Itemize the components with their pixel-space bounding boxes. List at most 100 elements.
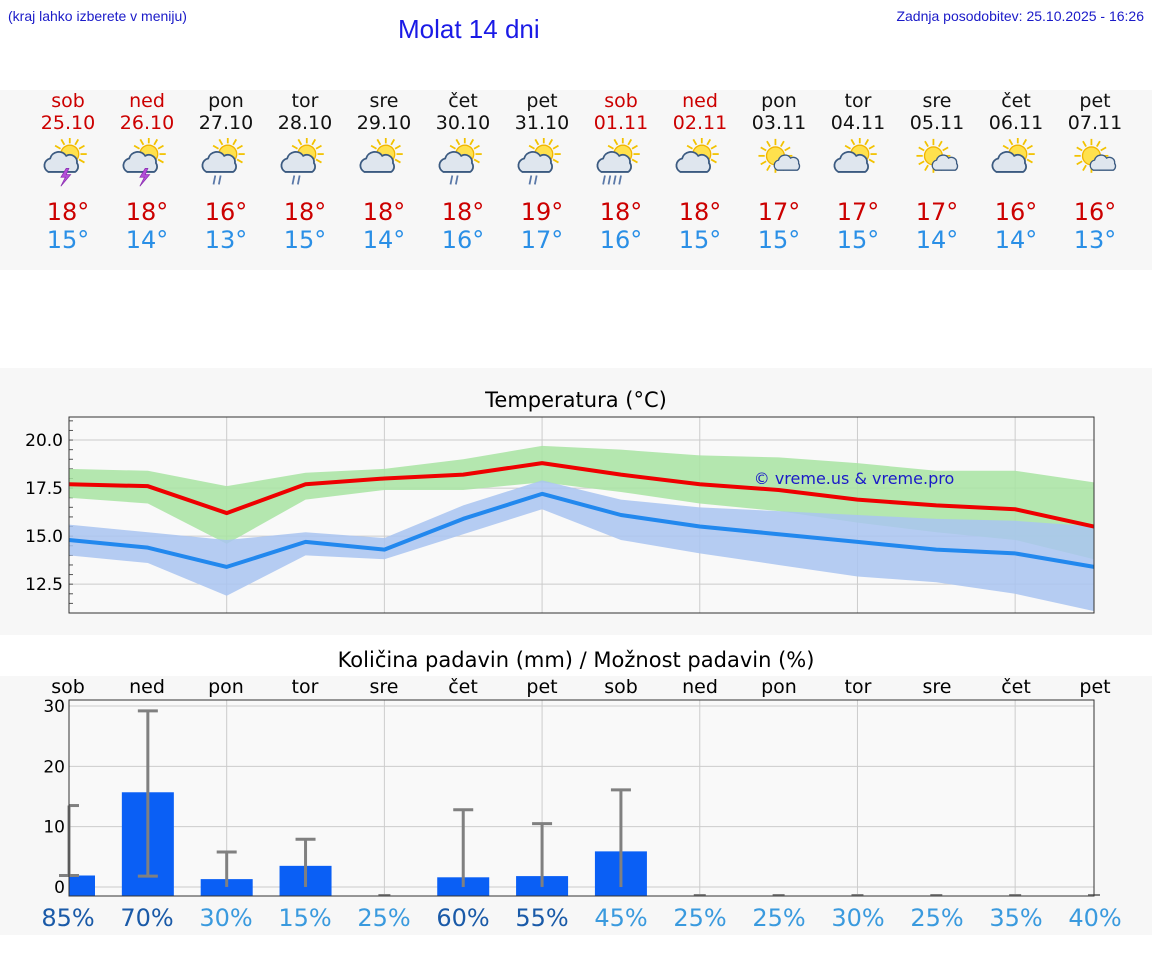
temp-min: 13°: [204, 226, 248, 254]
day-date: 02.11: [672, 112, 728, 134]
forecast-band: [0, 90, 1152, 270]
precip-bar: [200, 879, 253, 896]
precip-day-label: sre: [369, 676, 399, 698]
precip-probability: 60%: [436, 904, 490, 932]
precipitation-chart: 30 20 10 0: [43, 697, 1100, 898]
precip-probability: 25%: [357, 904, 411, 932]
sun-cloud-icon: [833, 138, 877, 173]
day-date: 03.11: [751, 112, 807, 134]
precip-day-label: sob: [604, 676, 638, 698]
day-name: tor: [291, 90, 319, 112]
day-name: pet: [1079, 90, 1111, 112]
sun-cloud-thunder-icon: [43, 138, 87, 187]
sun-cloud-icon: [359, 138, 403, 173]
temp-max: 16°: [994, 198, 1038, 226]
temp-min: 15°: [678, 226, 722, 254]
day-name: pon: [761, 90, 797, 112]
temp-max: 18°: [46, 198, 90, 226]
location-hint: (kraj lahko izberete v meniju): [8, 8, 187, 24]
precip-day-label: čet: [448, 676, 478, 698]
sun-cloud-rain-icon: [517, 138, 561, 185]
day-date: 27.10: [198, 112, 254, 134]
temp-max: 16°: [204, 198, 248, 226]
precip-day-label: ned: [682, 676, 718, 698]
sun-small-cloud-icon: [1074, 138, 1117, 173]
precip-probability: 40%: [1068, 904, 1122, 932]
precip-probability: 25%: [910, 904, 964, 932]
temperature-title: Temperatura (°C): [485, 388, 667, 412]
temp-max: 18°: [125, 198, 169, 226]
day-date: 30.10: [435, 112, 491, 134]
precip-probability: 45%: [594, 904, 648, 932]
y-tick-label: 17.5: [25, 479, 63, 499]
max-temp-band: [69, 445, 1094, 560]
temp-max: 18°: [599, 198, 643, 226]
precip-probability: 35%: [989, 904, 1043, 932]
day-date: 31.10: [514, 112, 570, 134]
temp-max: 18°: [362, 198, 406, 226]
precip-day-label: tor: [291, 676, 319, 698]
temp-min: 15°: [836, 226, 880, 254]
watermark: © vreme.us & vreme.pro: [754, 469, 955, 488]
temp-min: 14°: [994, 226, 1038, 254]
day-date: 29.10: [356, 112, 412, 134]
sun-cloud-rain-icon: [280, 138, 324, 185]
y-tick-label: 10: [43, 818, 65, 838]
precip-day-label: tor: [844, 676, 872, 698]
temp-max: 17°: [836, 198, 880, 226]
day-name: pet: [526, 90, 558, 112]
temp-min: 17°: [520, 226, 564, 254]
day-date: 26.10: [119, 112, 175, 134]
temp-max: 16°: [1073, 198, 1117, 226]
last-updated: Zadnja posodobitev: 25.10.2025 - 16:26: [896, 8, 1144, 24]
day-name: sob: [51, 90, 85, 112]
day-name: ned: [129, 90, 165, 112]
temp-min: 15°: [46, 226, 90, 254]
temp-min: 14°: [362, 226, 406, 254]
temp-max: 17°: [915, 198, 959, 226]
temp-min: 13°: [1073, 226, 1117, 254]
plot-frame: [68, 416, 1095, 614]
temp-min: 15°: [757, 226, 801, 254]
temp-max: 18°: [678, 198, 722, 226]
precip-probability: 55%: [515, 904, 569, 932]
precip-day-label: čet: [1001, 676, 1031, 698]
day-name: ned: [682, 90, 718, 112]
temp-max: 17°: [757, 198, 801, 226]
day-date: 04.11: [830, 112, 886, 134]
y-tick-label: 30: [43, 697, 65, 717]
temp-max: 19°: [520, 198, 564, 226]
min-temp-line: [68, 491, 1095, 569]
precip-probability: 15%: [278, 904, 332, 932]
day-date: 06.11: [988, 112, 1044, 134]
sun-small-cloud-icon: [916, 138, 959, 173]
day-name: tor: [844, 90, 872, 112]
day-name: sre: [369, 90, 399, 112]
y-tick-label: 12.5: [25, 575, 63, 595]
y-tick-label: 20: [43, 757, 65, 777]
day-name: čet: [1001, 90, 1031, 112]
day-name: sob: [604, 90, 638, 112]
y-tick-label: 0: [54, 878, 65, 898]
page-title: Molat 14 dni: [398, 14, 540, 44]
precip-day-label: sre: [922, 676, 952, 698]
precip-day-label: pet: [1079, 676, 1111, 698]
day-name: čet: [448, 90, 478, 112]
precip-probability: 30%: [831, 904, 885, 932]
sun-cloud-thunder-icon: [122, 138, 166, 187]
temperature-chart: 20.0 17.5 15.0 12.5 © vreme.us & vreme.pro: [25, 416, 1095, 614]
precip-probability: 30%: [199, 904, 253, 932]
temp-min: 16°: [599, 226, 643, 254]
day-name: pon: [208, 90, 244, 112]
precip-probability: 25%: [673, 904, 727, 932]
temp-min: 15°: [283, 226, 327, 254]
sun-small-cloud-icon: [758, 138, 801, 173]
day-date: 28.10: [277, 112, 333, 134]
sun-cloud-icon: [675, 138, 719, 173]
max-temp-line: [68, 461, 1095, 529]
sun-cloud-icon: [991, 138, 1035, 173]
day-date: 05.11: [909, 112, 965, 134]
temp-max: 18°: [441, 198, 485, 226]
precip-day-label: pon: [761, 676, 797, 698]
day-date: 07.11: [1067, 112, 1123, 134]
